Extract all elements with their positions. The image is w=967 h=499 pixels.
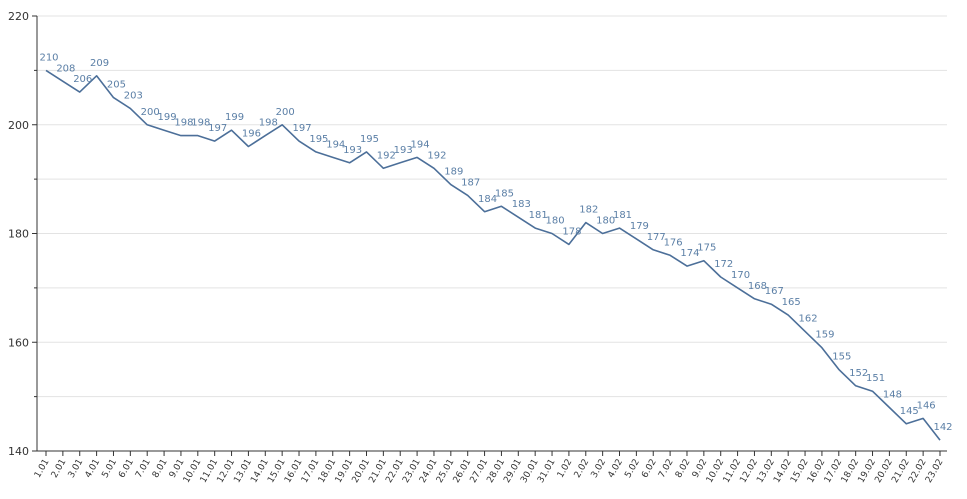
data-label: 198 (191, 118, 210, 129)
y-tick-label-200: 200 (8, 119, 29, 132)
x-tick-label: 7.02 (657, 458, 676, 480)
data-label: 193 (343, 145, 362, 156)
y-tick-label-140: 140 (8, 445, 29, 458)
data-label: 181 (529, 210, 548, 221)
data-label: 168 (748, 281, 767, 292)
data-label: 184 (478, 194, 497, 205)
data-label: 148 (883, 390, 902, 401)
data-label: 208 (56, 63, 75, 74)
data-label: 198 (174, 118, 193, 129)
x-tick-label: 1.02 (556, 458, 575, 480)
y-tick-label-160: 160 (8, 336, 29, 349)
data-label: 199 (158, 112, 177, 123)
series-line-weight (45, 69, 941, 441)
data-label: 205 (107, 80, 126, 91)
x-tick-label: 4.01 (84, 458, 103, 480)
x-tick-label: 23.02 (924, 458, 946, 485)
data-label: 162 (799, 313, 818, 324)
data-label: 167 (765, 286, 784, 297)
x-tick-label: 6.01 (117, 458, 136, 480)
data-label: 200 (141, 107, 160, 118)
data-label: 180 (596, 216, 615, 227)
data-label: 177 (647, 232, 666, 243)
data-label: 209 (90, 58, 109, 69)
data-label: 206 (73, 74, 92, 85)
data-label: 200 (276, 107, 295, 118)
data-label: 199 (225, 112, 244, 123)
x-tick-label: 4.02 (606, 458, 625, 480)
x-tick-label: 1.01 (33, 458, 52, 480)
data-label: 178 (562, 226, 581, 237)
data-label: 197 (292, 123, 311, 134)
data-label: 195 (360, 134, 379, 145)
data-label: 181 (613, 210, 632, 221)
data-label: 172 (714, 259, 733, 270)
data-label: 195 (309, 134, 328, 145)
data-label: 175 (697, 243, 716, 254)
data-label: 192 (427, 150, 446, 161)
data-label: 192 (377, 150, 396, 161)
y-tick-label-220: 220 (8, 10, 29, 23)
x-tick-label: 7.01 (134, 458, 153, 480)
data-label: 182 (579, 205, 598, 216)
data-label: 165 (782, 297, 801, 308)
x-tick-label: 6.02 (640, 458, 659, 480)
data-label: 185 (495, 188, 514, 199)
data-label: 179 (630, 221, 649, 232)
data-label: 159 (815, 330, 834, 341)
data-label: 180 (545, 216, 564, 227)
x-tick-label: 2.01 (50, 458, 69, 480)
data-label: 151 (866, 373, 885, 384)
data-label: 146 (917, 400, 936, 411)
data-label: 183 (512, 199, 531, 210)
data-label: 176 (664, 237, 683, 248)
series-layer (45, 69, 941, 441)
y-tick-label-180: 180 (8, 228, 29, 241)
data-label: 170 (731, 270, 750, 281)
data-label: 197 (208, 123, 227, 134)
x-tick-label: 5.01 (100, 458, 119, 480)
data-label: 189 (444, 167, 463, 178)
axis-layer: 1401601802002201.012.013.014.015.016.017… (8, 10, 947, 485)
x-tick-label: 5.02 (623, 458, 642, 480)
grid-layer (37, 15, 947, 398)
data-label-layer: 2102082062092052032001991981981971991961… (39, 52, 952, 433)
data-label: 193 (394, 145, 413, 156)
x-tick-label: 3.01 (67, 458, 86, 480)
x-tick-label: 31.01 (536, 458, 558, 485)
data-label: 155 (832, 351, 851, 362)
x-tick-label: 3.02 (590, 458, 609, 480)
data-label: 194 (411, 139, 430, 150)
data-label: 142 (933, 422, 952, 433)
data-label: 187 (461, 177, 480, 188)
x-tick-label: 8.01 (151, 458, 170, 480)
x-tick-label: 8.02 (674, 458, 693, 480)
x-tick-label: 2.02 (573, 458, 592, 480)
data-label: 196 (242, 129, 261, 140)
data-label: 145 (900, 406, 919, 417)
data-label: 210 (39, 52, 58, 63)
data-label: 194 (326, 139, 345, 150)
data-label: 198 (259, 118, 278, 129)
data-label: 152 (849, 368, 868, 379)
data-label: 174 (680, 248, 699, 259)
data-label: 203 (124, 90, 143, 101)
